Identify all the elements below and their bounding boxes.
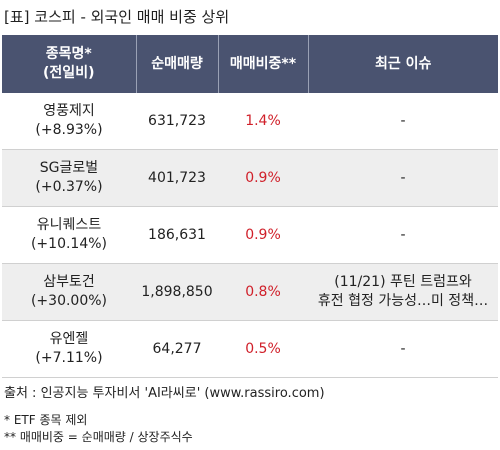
issue-cell: - — [308, 149, 498, 207]
stock-name: 유니퀘스트 — [36, 217, 102, 233]
issue-line1: - — [400, 226, 406, 243]
table-row: 유니퀘스트 (+10.14%) 186,631 0.9% - — [2, 206, 498, 264]
stock-change: (+7.11%) — [35, 350, 103, 366]
ratio-cell: 0.5% — [218, 320, 308, 378]
stock-change: (+30.00%) — [30, 293, 108, 309]
stock-cell: 영풍제지 (+8.93%) — [2, 93, 136, 150]
stock-name: 삼부토건 — [43, 274, 95, 290]
footnote-ratio: ** 매매비중 = 순매매량 / 상장주식수 — [4, 430, 193, 444]
net-volume-cell: 1,898,850 — [136, 263, 218, 321]
stock-change: (+0.37%) — [35, 179, 103, 195]
issue-cell: - — [308, 93, 498, 150]
ratio-cell: 1.4% — [218, 93, 308, 150]
table-header-row: 종목명* (전일비) 순매매량 매매비중** 최근 이슈 — [2, 35, 498, 93]
source-note: 출처 : 인공지능 투자비서 'AI라씨로' (www.rassiro.com) — [4, 386, 325, 401]
net-volume-cell: 631,723 — [136, 93, 218, 150]
issue-line1: (11/21) 푸틴 트럼프와 — [334, 274, 472, 290]
stock-cell: SG글로벌 (+0.37%) — [2, 149, 136, 207]
stock-name: 영풍제지 — [43, 103, 95, 119]
table-row: 영풍제지 (+8.93%) 631,723 1.4% - — [2, 93, 498, 150]
ratio-cell: 0.9% — [218, 149, 308, 207]
footnote-etf: * ETF 종목 제외 — [4, 413, 88, 427]
header-stock-line2: (전일비) — [43, 65, 95, 81]
net-volume-cell: 401,723 — [136, 149, 218, 207]
header-net-volume: 순매매량 — [136, 35, 219, 93]
table-row: 유엔젤 (+7.11%) 64,277 0.5% - — [2, 320, 498, 378]
stock-name: 유엔젤 — [49, 331, 89, 347]
header-stock: 종목명* (전일비) — [2, 35, 137, 93]
stock-change: (+10.14%) — [30, 236, 108, 252]
ratio-cell: 0.9% — [218, 206, 308, 264]
net-volume-cell: 64,277 — [136, 320, 218, 378]
issue-line1: - — [400, 112, 406, 129]
table-row: 삼부토건 (+30.00%) 1,898,850 0.8% (11/21) 푸틴… — [2, 263, 498, 321]
issue-cell: - — [308, 320, 498, 378]
issue-cell: - — [308, 206, 498, 264]
ratio-cell: 0.8% — [218, 263, 308, 321]
issue-line1: - — [400, 169, 406, 186]
header-issue: 최근 이슈 — [308, 35, 498, 93]
header-stock-line1: 종목명* — [45, 46, 92, 62]
stock-cell: 유니퀘스트 (+10.14%) — [2, 206, 136, 264]
table-row: SG글로벌 (+0.37%) 401,723 0.9% - — [2, 149, 498, 207]
issue-line2: 휴전 협정 가능성…미 정책… — [317, 293, 489, 309]
header-ratio: 매매비중** — [218, 35, 309, 93]
stock-change: (+8.93%) — [35, 122, 103, 138]
stock-cell: 유엔젤 (+7.11%) — [2, 320, 136, 378]
foreign-trading-table: 종목명* (전일비) 순매매량 매매비중** 최근 이슈 영풍제지 (+8.93… — [2, 35, 498, 378]
issue-line1: - — [400, 340, 406, 357]
stock-name: SG글로벌 — [39, 160, 99, 176]
table-title: [표] 코스피 - 외국인 매매 비중 상위 — [4, 8, 230, 26]
issue-cell: (11/21) 푸틴 트럼프와 휴전 협정 가능성…미 정책… — [308, 263, 498, 321]
net-volume-cell: 186,631 — [136, 206, 218, 264]
stock-cell: 삼부토건 (+30.00%) — [2, 263, 136, 321]
